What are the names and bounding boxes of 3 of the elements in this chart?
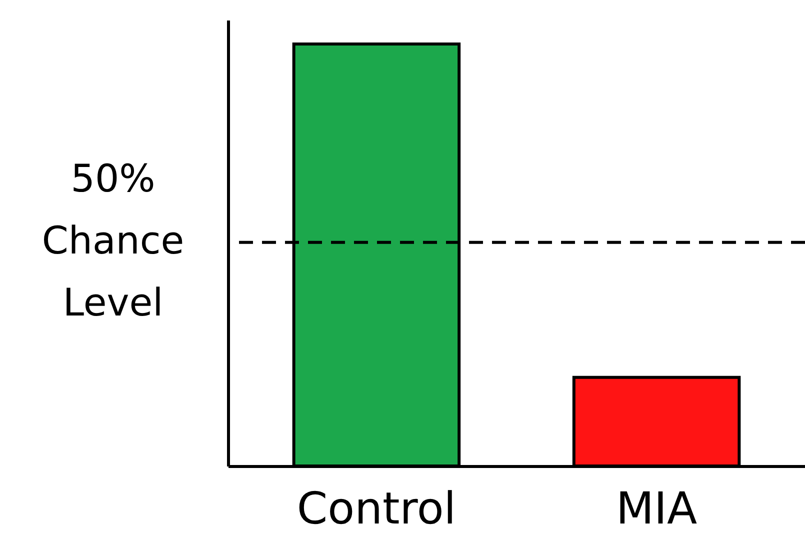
- x-tick-label: MIA: [616, 484, 698, 534]
- x-tick-label: Control: [296, 484, 456, 534]
- ref-line-label: 50% Chance Level: [42, 156, 184, 324]
